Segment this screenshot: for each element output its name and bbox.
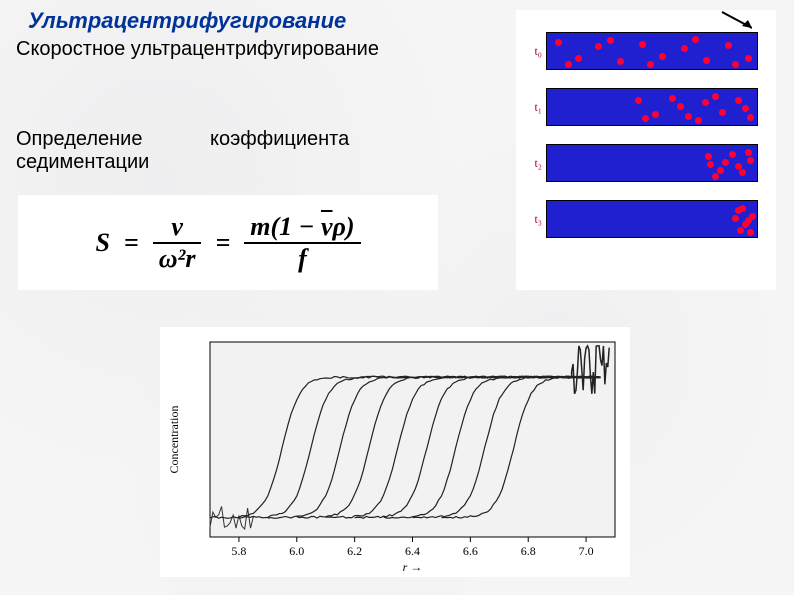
svg-text:6.8: 6.8 (521, 544, 536, 558)
tube-row: t₀ (516, 32, 776, 70)
sedimentation-formula: S = v ω²r = m(1 − vρ) f (95, 212, 360, 274)
particle-dot (555, 39, 562, 46)
particle-dot (732, 61, 739, 68)
particle-dot (747, 157, 754, 164)
particle-dot (707, 161, 714, 168)
tube (546, 200, 758, 238)
particle-dot (647, 61, 654, 68)
particle-dot (635, 97, 642, 104)
particle-dot (745, 55, 752, 62)
tube-row: t₁ (516, 88, 776, 126)
svg-text:6.2: 6.2 (347, 544, 362, 558)
sedimentation-tubes-diagram: t₀ t₁ t₂ t₃ (516, 10, 776, 290)
tube-row: t₃ (516, 200, 776, 238)
definition-text-right: коэффициента (210, 128, 349, 151)
particle-dot (705, 153, 712, 160)
svg-text:r →: r → (403, 560, 423, 574)
concentration-chart: 5.8 6.0 6.2 6.4 6.6 6.8 7.0 Concentration r → (160, 327, 630, 577)
particle-dot (677, 103, 684, 110)
particle-dot (639, 41, 646, 48)
particle-dot (712, 173, 719, 180)
formula-area: S = v ω²r = m(1 − vρ) f (18, 195, 438, 290)
definition-text-left: Определение седиментации (16, 128, 149, 174)
svg-text:7.0: 7.0 (579, 544, 594, 558)
particle-dot (692, 36, 699, 43)
particle-dot (712, 93, 719, 100)
particle-dot (739, 169, 746, 176)
particle-dot (747, 114, 754, 121)
particle-dot (747, 229, 754, 236)
particle-dot (745, 149, 752, 156)
tube-label: t₂ (516, 156, 546, 171)
particle-dot (702, 99, 709, 106)
particle-dot (732, 215, 739, 222)
particle-dot (595, 43, 602, 50)
particle-dot (717, 167, 724, 174)
particle-dot (737, 227, 744, 234)
centrifuge-arrow-icon (542, 10, 752, 32)
page-title: Ультрацентрифугирование (28, 8, 346, 34)
particle-dot (739, 205, 746, 212)
particle-dot (725, 42, 732, 49)
particle-dot (575, 55, 582, 62)
tube-row: t₂ (516, 144, 776, 182)
svg-text:6.4: 6.4 (405, 544, 420, 558)
subtitle: Скоростное ультрацентрифугирование (16, 38, 379, 61)
particle-dot (722, 159, 729, 166)
svg-text:5.8: 5.8 (231, 544, 246, 558)
particle-dot (642, 115, 649, 122)
particle-dot (652, 111, 659, 118)
particle-dot (742, 105, 749, 112)
svg-text:Concentration: Concentration (167, 406, 181, 474)
tube (546, 32, 758, 70)
particle-dot (681, 45, 688, 52)
particle-dot (607, 37, 614, 44)
particle-dot (565, 61, 572, 68)
particle-dot (735, 163, 742, 170)
particle-dot (735, 97, 742, 104)
particle-dot (617, 58, 624, 65)
svg-text:6.0: 6.0 (289, 544, 304, 558)
particle-dot (659, 53, 666, 60)
tube-label: t₁ (516, 100, 546, 115)
particle-dot (719, 109, 726, 116)
particle-dot (685, 113, 692, 120)
tube (546, 144, 758, 182)
tube (546, 88, 758, 126)
particle-dot (695, 117, 702, 124)
svg-text:6.6: 6.6 (463, 544, 478, 558)
tube-label: t₀ (516, 44, 546, 59)
particle-dot (703, 57, 710, 64)
tube-label: t₃ (516, 212, 546, 227)
particle-dot (729, 151, 736, 158)
particle-dot (669, 95, 676, 102)
particle-dot (745, 217, 752, 224)
